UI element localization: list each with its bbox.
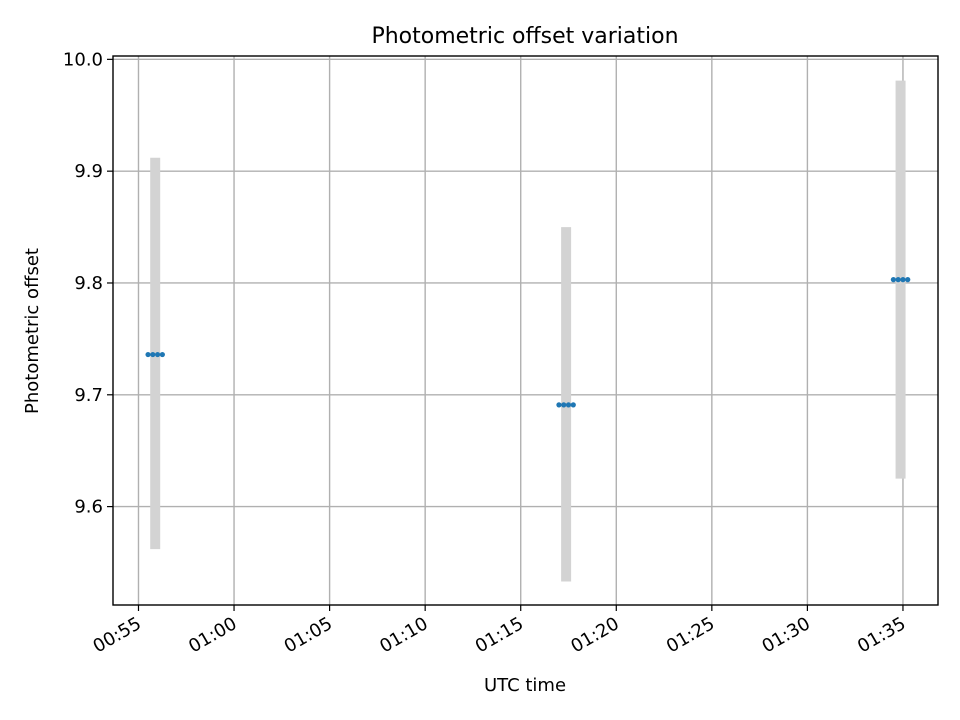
data-points <box>145 277 911 408</box>
y-tick-label: 10.0 <box>63 49 103 70</box>
data-point <box>570 402 576 408</box>
data-point <box>556 402 562 408</box>
data-point <box>565 402 572 408</box>
x-tick-label: 00:55 <box>90 613 145 657</box>
x-tick-label: 01:15 <box>472 613 527 657</box>
chart-title: Photometric offset variation <box>371 24 678 49</box>
data-point <box>145 351 151 358</box>
y-tick-label: 9.8 <box>74 273 103 294</box>
data-point <box>150 351 156 358</box>
data-point <box>154 351 161 358</box>
x-tick-label: 01:00 <box>185 613 240 657</box>
x-tick-label: 01:10 <box>376 613 431 657</box>
y-axis-ticks: 9.6 9.7 9.8 9.9 10.0 <box>63 49 113 518</box>
x-tick-label: 01:25 <box>663 613 718 657</box>
x-axis-ticks: 00:55 01:00 01:05 01:10 01:15 01:20 01:25 01:30… <box>90 605 909 657</box>
data-point <box>895 277 901 283</box>
data-point <box>561 402 567 408</box>
y-axis-label: Photometric offset <box>22 248 43 414</box>
x-tick-label: 01:35 <box>854 613 909 657</box>
y-tick-label: 9.7 <box>74 385 103 406</box>
data-point <box>900 277 906 283</box>
data-point <box>905 277 911 283</box>
x-tick-label: 01:20 <box>567 613 622 657</box>
plot-frame <box>112 55 939 606</box>
x-axis-label: UTC time <box>484 675 566 696</box>
y-tick-label: 9.6 <box>74 497 103 518</box>
y-tick-label: 9.9 <box>74 161 103 182</box>
x-tick-label: 01:30 <box>758 613 813 657</box>
data-point <box>890 277 897 283</box>
x-tick-label: 01:05 <box>281 613 336 657</box>
grid <box>113 56 938 605</box>
data-point <box>159 351 165 358</box>
